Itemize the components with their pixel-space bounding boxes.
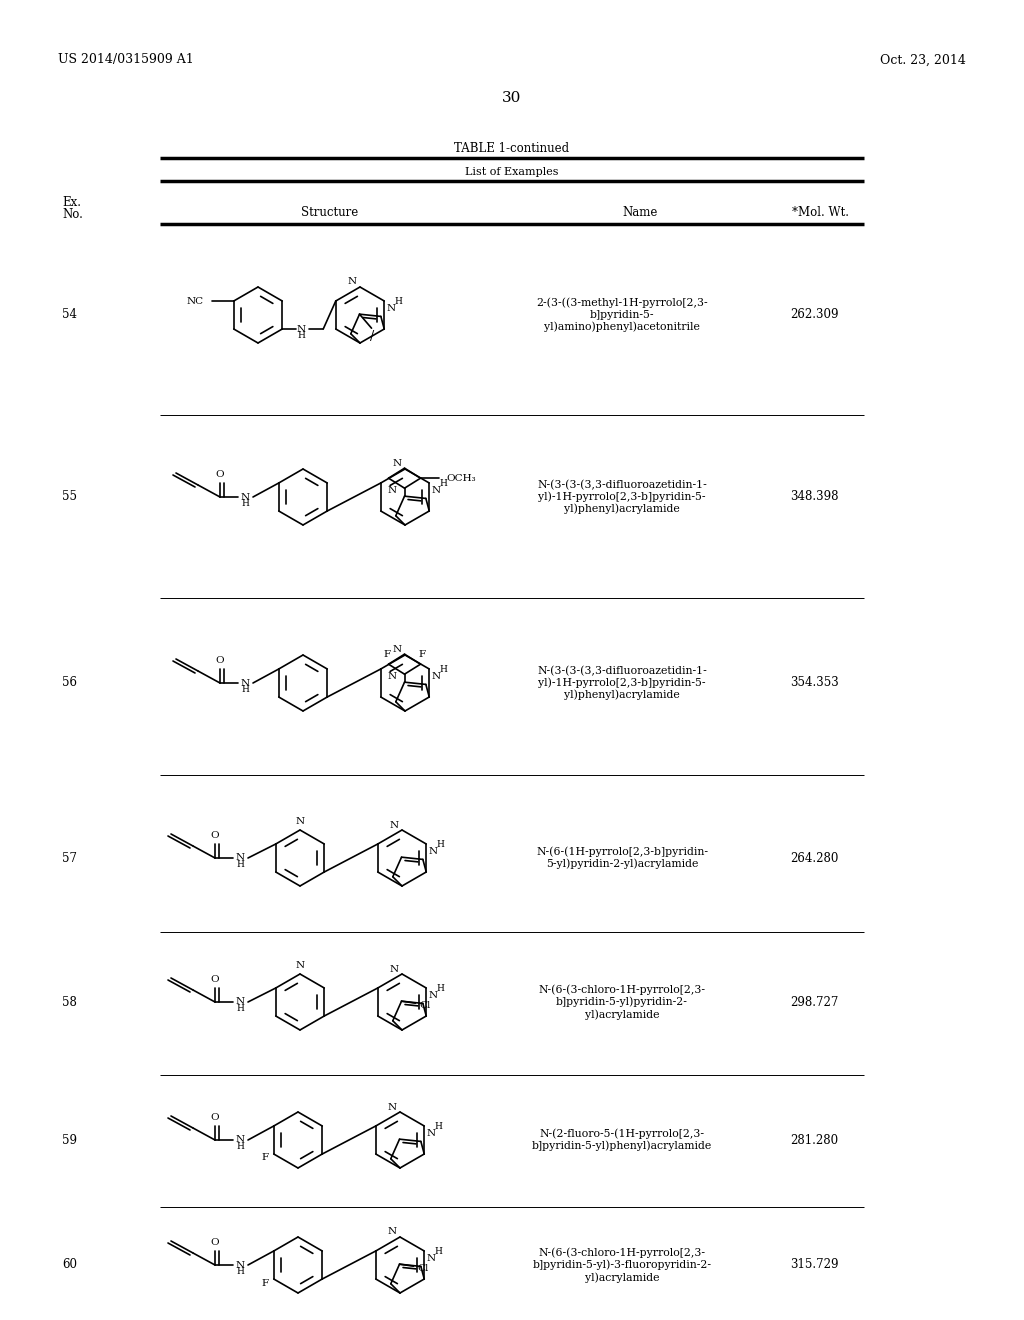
Text: N: N (241, 492, 250, 502)
Text: N: N (390, 821, 399, 829)
Text: No.: No. (62, 209, 83, 222)
Text: 58: 58 (62, 995, 77, 1008)
Text: H: H (297, 331, 305, 341)
Text: NC: NC (186, 297, 204, 305)
Text: N-(6-(3-chloro-1H-pyrrolo[2,3-
b]pyridin-5-yl)-3-fluoropyridin-2-
yl)acrylamide: N-(6-(3-chloro-1H-pyrrolo[2,3- b]pyridin… (532, 1247, 712, 1283)
Text: H: H (241, 685, 249, 694)
Text: 57: 57 (62, 851, 77, 865)
Text: N: N (426, 1129, 435, 1138)
Text: N: N (236, 1261, 245, 1270)
Text: Cl: Cl (418, 1263, 429, 1272)
Text: N: N (388, 1228, 397, 1237)
Text: N: N (428, 991, 437, 1001)
Text: N-(3-(3-(3,3-difluoroazetidin-1-
yl)-1H-pyrrolo[2,3-b]pyridin-5-
yl)phenyl)acryl: N-(3-(3-(3,3-difluoroazetidin-1- yl)-1H-… (538, 665, 707, 701)
Text: Ex.: Ex. (62, 197, 81, 210)
Text: TABLE 1-continued: TABLE 1-continued (455, 141, 569, 154)
Text: H: H (237, 1267, 244, 1276)
Text: /: / (370, 330, 374, 343)
Text: N: N (393, 459, 402, 469)
Text: US 2014/0315909 A1: US 2014/0315909 A1 (58, 54, 194, 66)
Text: N: N (297, 325, 306, 334)
Text: N: N (387, 672, 396, 681)
Text: N: N (236, 854, 245, 862)
Text: N: N (296, 961, 304, 970)
Text: O: O (216, 656, 224, 665)
Text: 55: 55 (62, 491, 77, 503)
Text: 59: 59 (62, 1134, 77, 1147)
Text: H: H (237, 861, 244, 869)
Text: OCH₃: OCH₃ (446, 474, 476, 483)
Text: 54: 54 (62, 309, 77, 322)
Text: H: H (241, 499, 249, 508)
Text: H: H (437, 983, 444, 993)
Text: H: H (395, 297, 402, 306)
Text: Name: Name (623, 206, 657, 219)
Text: 264.280: 264.280 (790, 851, 839, 865)
Text: Oct. 23, 2014: Oct. 23, 2014 (880, 54, 966, 66)
Text: N: N (236, 1135, 245, 1144)
Text: N: N (348, 277, 357, 286)
Text: 281.280: 281.280 (790, 1134, 838, 1147)
Text: N: N (390, 965, 399, 974)
Text: 56: 56 (62, 676, 77, 689)
Text: Structure: Structure (301, 206, 358, 219)
Text: 354.353: 354.353 (790, 676, 839, 689)
Text: N-(2-fluoro-5-(1H-pyrrolo[2,3-
b]pyridin-5-yl)phenyl)acrylamide: N-(2-fluoro-5-(1H-pyrrolo[2,3- b]pyridin… (531, 1129, 712, 1151)
Text: N: N (236, 998, 245, 1006)
Text: O: O (211, 1113, 219, 1122)
Text: F: F (383, 649, 390, 659)
Text: N: N (431, 672, 440, 681)
Text: 60: 60 (62, 1258, 77, 1271)
Text: N: N (431, 486, 440, 495)
Text: N: N (241, 678, 250, 688)
Text: F: F (261, 1154, 268, 1163)
Text: O: O (211, 1238, 219, 1247)
Text: F: F (261, 1279, 268, 1287)
Text: H: H (440, 479, 447, 488)
Text: H: H (237, 1142, 244, 1151)
Text: 298.727: 298.727 (790, 995, 839, 1008)
Text: N-(6-(1H-pyrrolo[2,3-b]pyridin-
5-yl)pyridin-2-yl)acrylamide: N-(6-(1H-pyrrolo[2,3-b]pyridin- 5-yl)pyr… (536, 846, 708, 870)
Text: O: O (211, 975, 219, 983)
Text: N: N (426, 1254, 435, 1263)
Text: O: O (216, 470, 224, 479)
Text: 348.398: 348.398 (790, 491, 839, 503)
Text: H: H (437, 840, 444, 849)
Text: N: N (386, 304, 395, 313)
Text: N: N (388, 1102, 397, 1111)
Text: *Mol. Wt.: *Mol. Wt. (792, 206, 849, 219)
Text: H: H (435, 1247, 442, 1255)
Text: H: H (237, 1005, 244, 1012)
Text: H: H (435, 1122, 442, 1131)
Text: N: N (428, 847, 437, 855)
Text: O: O (211, 832, 219, 840)
Text: 262.309: 262.309 (790, 309, 839, 322)
Text: List of Examples: List of Examples (465, 168, 559, 177)
Text: N: N (296, 817, 304, 826)
Text: 315.729: 315.729 (790, 1258, 839, 1271)
Text: N-(3-(3-(3,3-difluoroazetidin-1-
yl)-1H-pyrrolo[2,3-b]pyridin-5-
yl)phenyl)acryl: N-(3-(3-(3,3-difluoroazetidin-1- yl)-1H-… (538, 479, 707, 515)
Text: Cl: Cl (420, 1001, 431, 1010)
Text: N: N (387, 486, 396, 495)
Text: N: N (393, 645, 402, 655)
Text: H: H (440, 665, 447, 675)
Text: N-(6-(3-chloro-1H-pyrrolo[2,3-
b]pyridin-5-yl)pyridin-2-
yl)acrylamide: N-(6-(3-chloro-1H-pyrrolo[2,3- b]pyridin… (539, 985, 706, 1019)
Text: 30: 30 (503, 91, 521, 106)
Text: F: F (419, 649, 426, 659)
Text: 2-(3-((3-methyl-1H-pyrrolo[2,3-
b]pyridin-5-
yl)amino)phenyl)acetonitrile: 2-(3-((3-methyl-1H-pyrrolo[2,3- b]pyridi… (537, 298, 708, 333)
